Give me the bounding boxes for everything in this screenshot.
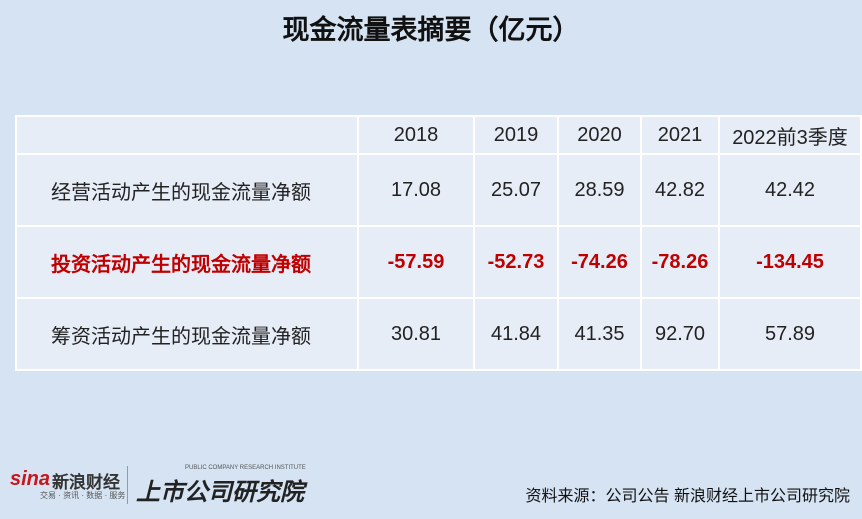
header-cell: 2018 (357, 115, 475, 155)
row-label: 经营活动产生的现金流量净额 (15, 153, 359, 227)
header-cell (15, 115, 359, 155)
row-label: 投资活动产生的现金流量净额 (15, 225, 359, 299)
table-row: 经营活动产生的现金流量净额 17.08 25.07 28.59 42.82 42.42 (15, 153, 862, 227)
logo-right-tagline: PUBLIC COMPANY RESEARCH INSTITUTE (185, 465, 306, 471)
cell: -134.45 (718, 225, 862, 299)
divider (127, 466, 128, 504)
cell: -52.73 (473, 225, 559, 299)
cell: 42.42 (718, 153, 862, 227)
row-label: 筹资活动产生的现金流量净额 (15, 297, 359, 371)
cell: 41.35 (557, 297, 642, 371)
logo-left-name: 新浪财经 (52, 473, 120, 492)
logo-left: sina (10, 468, 51, 490)
logo-left-tagline: 交易 · 资讯 · 数据 · 服务 (40, 491, 126, 500)
title: 现金流量表摘要（亿元） (282, 15, 580, 45)
header-cell: 2022前3季度 (718, 115, 862, 155)
header-cell: 2019 (473, 115, 559, 155)
cell: 92.70 (640, 297, 720, 371)
table: 2018 2019 2020 2021 2022前3季度 经营活动产生的现金流量净额 17.… (15, 115, 862, 371)
cell: 25.07 (473, 153, 559, 227)
header-cell: 2021 (640, 115, 720, 155)
cell: -74.26 (557, 225, 642, 299)
cell: 30.81 (357, 297, 475, 371)
cell: 17.08 (357, 153, 475, 227)
source: 资料来源：公司公告 新浪财经上市公司研究院 (525, 488, 850, 505)
cell: 42.82 (640, 153, 720, 227)
cell: -57.59 (357, 225, 475, 299)
cell: -78.26 (640, 225, 720, 299)
logo-right: 上市公司研究院 (136, 479, 304, 506)
table-row: 筹资活动产生的现金流量净额 30.81 41.84 41.35 92.70 57.89 (15, 297, 862, 371)
table-row: 投资活动产生的现金流量净额 -57.59 -52.73 -74.26 -78.26 -13… (15, 225, 862, 299)
cell: 57.89 (718, 297, 862, 371)
header-cell: 2020 (557, 115, 642, 155)
cell: 28.59 (557, 153, 642, 227)
cell: 41.84 (473, 297, 559, 371)
header-row: 2018 2019 2020 2021 2022前3季度 (15, 115, 862, 155)
